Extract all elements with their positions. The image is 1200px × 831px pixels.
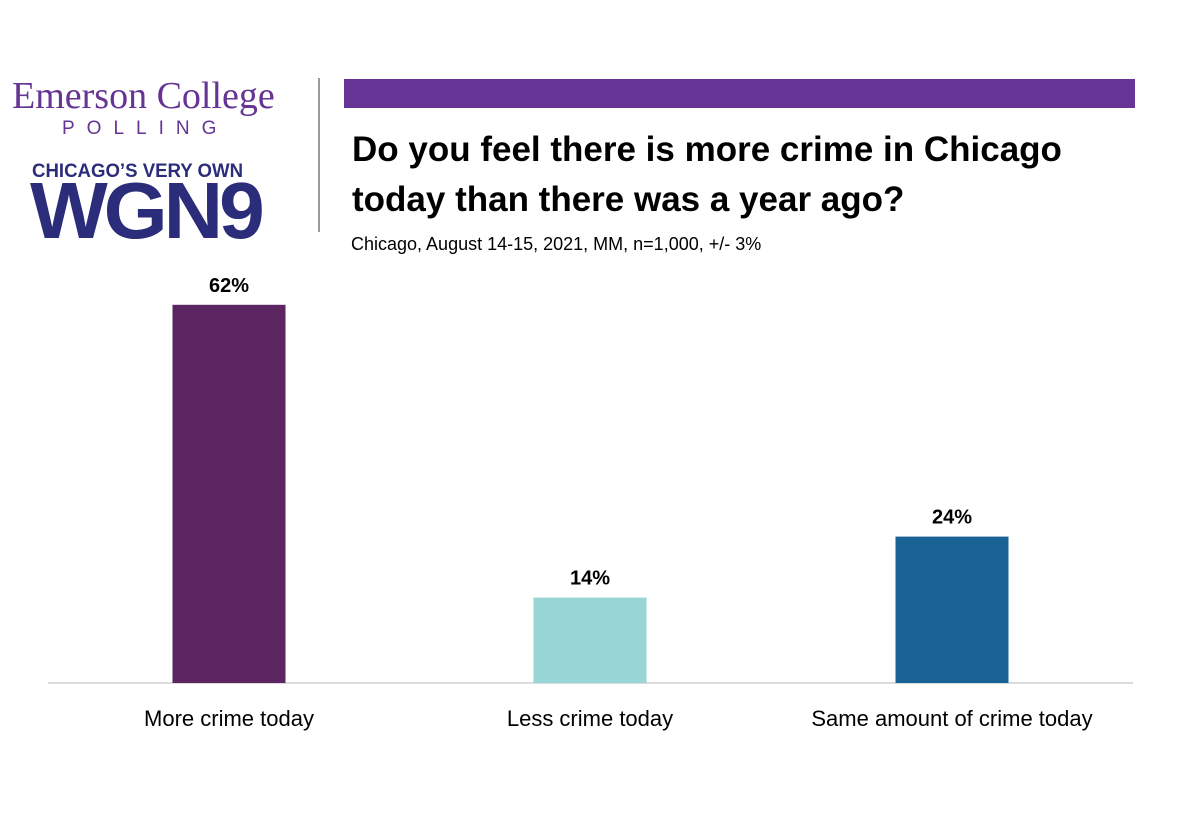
data-label-0: 62% — [209, 275, 249, 297]
category-label-1: Less crime today — [507, 706, 673, 731]
category-label-0: More crime today — [144, 706, 314, 731]
header-divider — [318, 78, 320, 232]
category-label-2: Same amount of crime today — [811, 706, 1092, 731]
data-label-1: 14% — [570, 568, 610, 590]
chart-title: Do you feel there is more crime in Chica… — [352, 130, 1062, 219]
bar-1 — [533, 597, 647, 683]
polling-logo-text: POLLING — [62, 118, 229, 139]
data-label-2: 24% — [932, 507, 972, 529]
header-accent-bar — [344, 79, 1135, 108]
wgn-tagline: CHICAGO’S VERY OWN — [32, 161, 244, 182]
chart-subtitle: Chicago, August 14-15, 2021, MM, n=1,000… — [351, 234, 762, 254]
emerson-college-logo-text: Emerson College — [12, 75, 275, 117]
bar-2 — [895, 536, 1009, 683]
wgn9-logo: WGN9 — [30, 166, 265, 255]
bar-0 — [172, 304, 286, 683]
